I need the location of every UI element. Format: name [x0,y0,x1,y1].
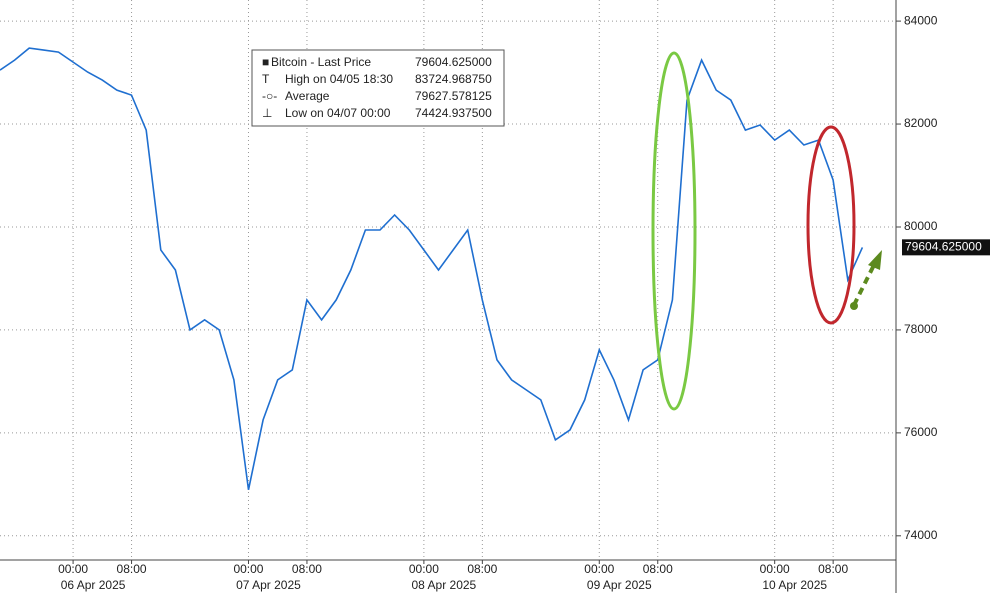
legend-icon: -○- [262,89,277,103]
legend-icon: ⊥ [262,106,272,120]
highlight-ellipse [806,125,856,325]
x-tick-label: 00:00 [409,562,439,576]
x-date-label: 10 Apr 2025 [762,578,827,592]
x-tick-label: 00:00 [233,562,263,576]
x-tick-label: 00:00 [760,562,790,576]
price-line [0,47,864,490]
last-price-tag [902,239,990,256]
trend-arrow-start [850,302,858,310]
x-date-label: 07 Apr 2025 [236,578,301,592]
legend-box [251,49,505,127]
trend-arrow [852,264,876,306]
x-date-label: 09 Apr 2025 [587,578,652,592]
legend-label: Bitcoin - Last Price [271,55,371,69]
x-tick-label: 00:00 [58,562,88,576]
y-tick-label: 78000 [904,322,938,336]
legend-value: 79627.578125 [415,89,492,103]
legend-icon: T [262,72,270,86]
legend-icon: ■ [262,55,269,69]
x-tick-label: 08:00 [292,562,322,576]
y-tick-label: 74000 [904,528,938,542]
legend-value: 74424.937500 [415,106,492,120]
x-tick-label: 00:00 [584,562,614,576]
x-tick-label: 08:00 [467,562,497,576]
legend-label: Low on 04/07 00:00 [285,106,391,120]
highlight-ellipse [651,51,697,411]
legend-value: 83724.968750 [415,72,492,86]
legend: ■ Bitcoin - Last Price 79604.625000 T High o… [251,49,505,127]
last-price-label: 79604.625000 [905,240,982,254]
y-tick-label: 80000 [904,219,938,233]
legend-label: High on 04/05 18:30 [285,72,393,86]
x-tick-label: 08:00 [818,562,848,576]
y-tick-label: 84000 [904,13,938,27]
y-tick-label: 82000 [904,116,938,130]
x-date-label: 06 Apr 2025 [61,578,126,592]
x-tick-label: 08:00 [643,562,673,576]
x-tick-label: 08:00 [117,562,147,576]
trend-arrowhead [868,250,882,270]
x-date-label: 08 Apr 2025 [412,578,477,592]
legend-value: 79604.625000 [415,55,492,69]
legend-label: Average [285,89,330,103]
y-tick-label: 76000 [904,425,938,439]
